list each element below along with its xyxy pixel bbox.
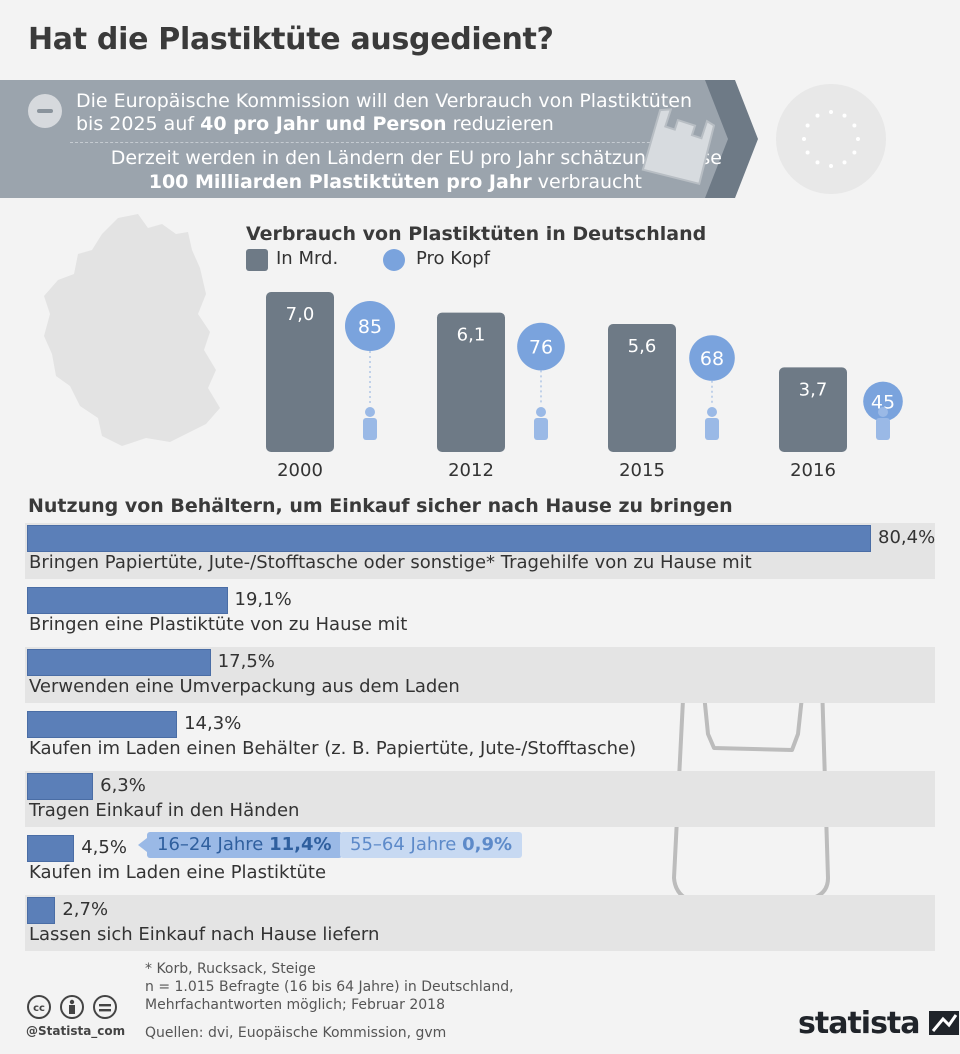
usage-bar bbox=[27, 773, 94, 800]
info-banner bbox=[0, 80, 760, 198]
pro-kopf-circle-2012 bbox=[517, 322, 565, 371]
usage-value-label: 17,5% bbox=[217, 651, 275, 672]
usage-row: 14,3% Kaufen im Laden einen Behälter (z. … bbox=[25, 709, 935, 765]
banner-line-2a: Derzeit werden in den Ländern der EU pro… bbox=[110, 147, 722, 169]
annotation-pointer bbox=[138, 838, 147, 852]
statista-logo: statista bbox=[798, 1006, 959, 1041]
statista-wordmark: statista bbox=[798, 1006, 921, 1041]
pro-kopf-circle-2016 bbox=[863, 381, 903, 422]
person-icon-body-2012 bbox=[534, 418, 548, 440]
bar-mrd-2000 bbox=[266, 292, 334, 452]
pro-kopf-label-2000: 85 bbox=[358, 316, 382, 338]
germany-map-icon bbox=[44, 214, 220, 446]
footnote-1: * Korb, Rucksack, Steige bbox=[145, 961, 316, 977]
chart2-title: Nutzung von Behältern, um Einkauf sicher… bbox=[28, 495, 733, 517]
usage-bar bbox=[27, 897, 56, 924]
person-icon-head-2015 bbox=[707, 407, 717, 417]
plastic-bag-icon bbox=[641, 108, 716, 186]
footnote-3: Mehrfachantworten möglich; Februar 2018 bbox=[145, 997, 445, 1013]
pro-kopf-circle-2000 bbox=[345, 301, 395, 351]
pro-kopf-label-2016: 45 bbox=[871, 391, 895, 413]
usage-category-label: Bringen Papiertüte, Jute-/Stofftasche od… bbox=[29, 552, 752, 573]
bar-mrd-label-2000: 7,0 bbox=[286, 304, 315, 325]
usage-category-label: Kaufen im Laden eine Plastiktüte bbox=[29, 862, 327, 883]
usage-row: 4,5% Kaufen im Laden eine Plastiktüte bbox=[25, 833, 935, 889]
x-tick-2016: 2016 bbox=[790, 460, 836, 481]
usage-row: 2,7% Lassen sich Einkauf nach Hause liefe… bbox=[25, 895, 935, 951]
minus-icon bbox=[28, 94, 62, 128]
sources: Quellen: dvi, Euopäische Kommission, gvm bbox=[145, 1025, 447, 1041]
usage-bar bbox=[27, 711, 178, 738]
usage-category-label: Verwenden eine Umverpackung aus dem Lade… bbox=[29, 676, 460, 697]
statista-handle: @Statista_com bbox=[26, 1024, 126, 1038]
usage-category-label: Lassen sich Einkauf nach Hause liefern bbox=[29, 924, 380, 945]
bar-mrd-label-2016: 3,7 bbox=[799, 379, 828, 400]
legend-label-pro-kopf: Pro Kopf bbox=[416, 248, 490, 269]
banner-line-1b: bis 2025 auf 40 pro Jahr und Person redu… bbox=[76, 113, 554, 135]
usage-row: 19,1% Bringen eine Plastiktüte von zu Hau… bbox=[25, 585, 935, 641]
bar-mrd-label-2012: 6,1 bbox=[457, 325, 486, 346]
annotation-16-24: 16–24 Jahre 11,4% bbox=[147, 832, 342, 858]
usage-bar bbox=[27, 649, 211, 676]
usage-bar bbox=[27, 587, 228, 614]
bar-mrd-2015 bbox=[608, 324, 676, 452]
usage-value-label: 4,5% bbox=[81, 837, 127, 858]
usage-value-label: 6,3% bbox=[100, 775, 146, 796]
legend-swatch-pro-kopf bbox=[383, 249, 405, 271]
x-tick-2012: 2012 bbox=[448, 460, 494, 481]
legend-label-mrd: In Mrd. bbox=[276, 248, 339, 269]
pro-kopf-circle-2015 bbox=[689, 335, 735, 381]
usage-bar bbox=[27, 525, 871, 552]
eu-flag-icon bbox=[776, 84, 886, 194]
person-icon-body-2015 bbox=[705, 418, 719, 440]
pro-kopf-label-2012: 76 bbox=[529, 337, 553, 359]
usage-category-label: Kaufen im Laden einen Behälter (z. B. Pa… bbox=[29, 738, 637, 759]
person-icon-body-2016 bbox=[876, 418, 890, 440]
usage-row: 80,4% Bringen Papiertüte, Jute-/Stofftasc… bbox=[25, 523, 935, 579]
person-icon-head-2016 bbox=[878, 407, 888, 417]
bar-mrd-label-2015: 5,6 bbox=[628, 336, 657, 357]
banner-shape bbox=[0, 80, 758, 198]
banner-line-2b: 100 Milliarden Plastiktüten pro Jahr ver… bbox=[148, 171, 642, 193]
usage-value-label: 19,1% bbox=[234, 589, 292, 610]
svg-text:cc: cc bbox=[33, 1003, 45, 1014]
usage-row: 6,3% Tragen Einkauf in den Händen bbox=[25, 771, 935, 827]
usage-category-label: Bringen eine Plastiktüte von zu Hause mi… bbox=[29, 614, 408, 635]
person-icon-head-2000 bbox=[365, 407, 375, 417]
banner-line-1a: Die Europäische Kommission will den Verb… bbox=[76, 90, 693, 112]
usage-row: 17,5% Verwenden eine Umverpackung aus dem… bbox=[25, 647, 935, 703]
usage-bar bbox=[27, 835, 75, 862]
footnote-2: n = 1.015 Befragte (16 bis 64 Jahre) in … bbox=[145, 979, 514, 995]
chart1-title: Verbrauch von Plastiktüten in Deutschlan… bbox=[246, 223, 707, 245]
usage-value-label: 14,3% bbox=[184, 713, 242, 734]
pro-kopf-label-2015: 68 bbox=[700, 348, 724, 370]
creative-commons-icons: cc bbox=[27, 995, 117, 1019]
bar-mrd-2016 bbox=[779, 367, 847, 452]
usage-value-label: 80,4% bbox=[878, 527, 936, 548]
statista-logo-icon bbox=[928, 1011, 959, 1035]
usage-category-label: Tragen Einkauf in den Händen bbox=[29, 800, 300, 821]
legend-swatch-mrd bbox=[246, 249, 268, 271]
x-tick-2000: 2000 bbox=[277, 460, 323, 481]
x-tick-2015: 2015 bbox=[619, 460, 665, 481]
usage-value-label: 2,7% bbox=[62, 899, 109, 920]
banner-divider bbox=[70, 142, 680, 143]
annotation-55-64: 55–64 Jahre 0,9% bbox=[340, 832, 522, 858]
consumption-chart: 7,0 2000 85 6,1 2012 76 5,6 2015 68 3,7 2016 45 bbox=[266, 292, 903, 481]
page-title: Hat die Plastiktüte ausgedient? bbox=[28, 22, 554, 57]
person-icon-body-2000 bbox=[363, 418, 377, 440]
bar-mrd-2012 bbox=[437, 312, 505, 452]
person-icon-head-2012 bbox=[536, 407, 546, 417]
